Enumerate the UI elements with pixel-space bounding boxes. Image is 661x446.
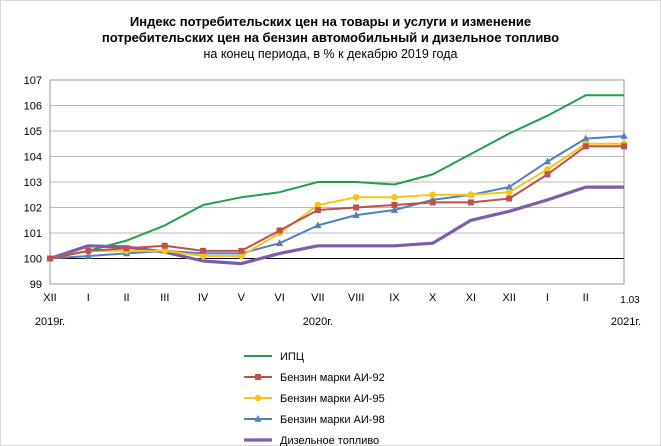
y-tick-label: 104 [24, 152, 42, 164]
marker-circle [544, 165, 551, 173]
marker-triangle [543, 157, 552, 165]
chart-title-block: Индекс потребительских цен на товары и у… [0, 14, 661, 62]
marker-square [391, 201, 398, 208]
marker-circle [352, 194, 360, 201]
year-label: 2021г. [611, 316, 641, 328]
x-tick-label: XII [502, 292, 515, 304]
x-tick-label: 1.03 [620, 295, 640, 306]
legend-marker [254, 415, 262, 422]
x-tick-label: VI [274, 292, 284, 304]
x-tick-label: V [238, 292, 246, 304]
y-tick-label: 106 [24, 101, 42, 113]
marker-square [467, 199, 474, 206]
series-line [49, 185, 624, 266]
marker-square [429, 199, 436, 206]
legend-marker [254, 394, 262, 402]
marker-square [544, 171, 551, 178]
marker-square [621, 143, 627, 150]
y-tick-label: 99 [30, 279, 42, 291]
y-tick-label: 103 [24, 177, 42, 189]
legend-label: Дизельное топливо [280, 435, 379, 446]
marker-circle [429, 191, 436, 199]
marker-circle [314, 201, 322, 209]
x-tick-label: III [160, 292, 169, 304]
marker-square [161, 242, 168, 249]
y-tick-label: 101 [24, 228, 42, 240]
x-tick-label: IV [198, 292, 209, 304]
x-tick-label: II [123, 292, 129, 304]
marker-circle [467, 191, 475, 199]
marker-circle [238, 252, 245, 260]
series-line [49, 94, 624, 260]
marker-square [353, 204, 360, 211]
series-line [49, 135, 625, 260]
marker-triangle [620, 132, 628, 139]
legend-label: Бензин марки АИ-95 [280, 393, 385, 405]
x-tick-label: X [429, 292, 437, 304]
marker-square [506, 195, 513, 202]
year-label: 2020г. [303, 316, 333, 328]
x-tick-label: VIII [348, 292, 365, 304]
series-line [49, 145, 624, 260]
marker-circle [505, 188, 513, 196]
chart-subtitle: на конец периода, в % к декабрю 2019 год… [203, 47, 458, 61]
marker-square [582, 143, 589, 150]
marker-square [85, 247, 92, 254]
plot-area [49, 79, 625, 285]
marker-square [123, 245, 130, 252]
y-tick-label: 100 [24, 254, 42, 266]
x-tick-label: IX [389, 292, 400, 304]
x-tick-label: XII [43, 292, 56, 304]
y-tick-label: 107 [24, 75, 42, 87]
x-tick-label: II [583, 292, 589, 304]
marker-triangle [582, 134, 590, 142]
legend-label: ИПЦ [280, 351, 304, 363]
marker-square [238, 247, 245, 254]
marker-triangle [314, 221, 322, 229]
marker-circle [391, 194, 398, 201]
marker-triangle [352, 211, 360, 218]
series-line [49, 142, 624, 260]
year-label: 2019г. [35, 316, 65, 328]
marker-square [314, 207, 321, 214]
marker-triangle [276, 239, 284, 246]
chart-title: Индекс потребительских цен на товары и у… [129, 14, 532, 29]
marker-square [47, 255, 53, 262]
marker-triangle [505, 183, 513, 190]
x-tick-label: I [546, 292, 549, 304]
marker-circle [199, 252, 207, 260]
legend-label: Бензин марки АИ-98 [280, 414, 385, 426]
marker-triangle [84, 251, 92, 259]
marker-square [276, 227, 283, 234]
x-tick-label: VII [311, 292, 324, 304]
legend-label: Бензин марки АИ-92 [280, 372, 385, 384]
marker-square [200, 247, 207, 254]
x-tick-label: XI [466, 292, 476, 304]
legend-marker [255, 374, 261, 380]
marker-triangle [390, 206, 398, 213]
x-tick-label: I [87, 292, 90, 304]
y-tick-label: 105 [24, 126, 42, 138]
marker-circle [161, 247, 169, 255]
chart-title-line2: потребительских цен на бензин автомобиль… [101, 30, 560, 45]
y-tick-label: 102 [24, 203, 42, 215]
